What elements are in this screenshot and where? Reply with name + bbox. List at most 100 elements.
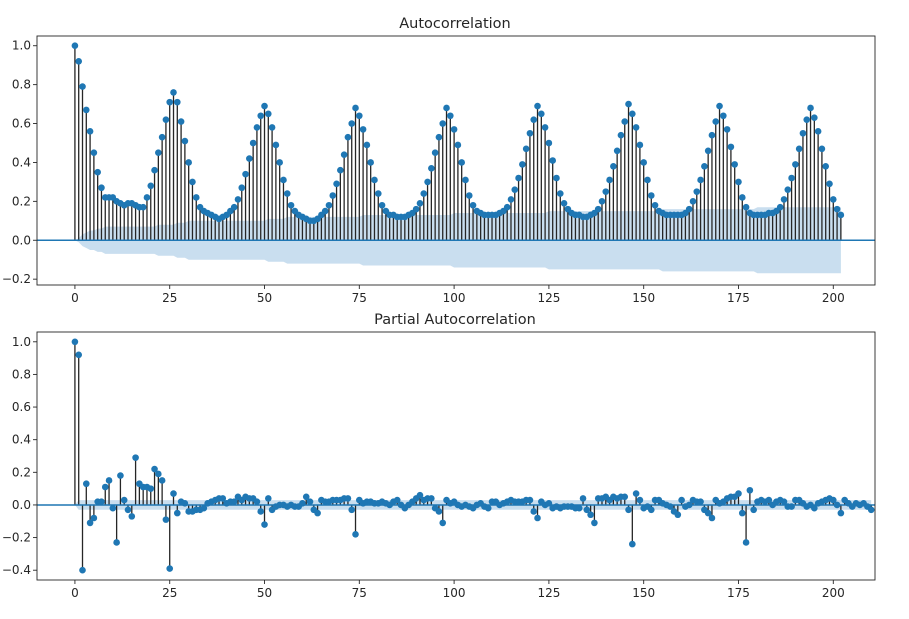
data-point [484,504,492,512]
data-point [234,196,242,203]
data-point [265,110,272,118]
data-point [447,112,454,120]
data-point [636,141,644,149]
data-point [534,514,541,522]
data-point [826,180,833,188]
data-point [151,465,158,473]
data-point [738,509,746,517]
data-point [378,201,386,209]
y-tick-label: 0.8 [12,367,31,381]
data-point [128,513,136,520]
data-point [469,201,477,209]
data-point [833,205,841,213]
data-point [439,519,447,527]
data-point [458,159,465,166]
data-point [367,159,374,166]
data-point [530,116,538,123]
data-point [79,566,86,574]
data-point [647,506,655,514]
data-point [155,149,162,157]
data-point [617,131,625,139]
data-point [575,504,583,512]
data-point [534,102,541,110]
data-point [697,498,704,505]
y-tick-label: 0.4 [12,433,31,447]
x-tick-label: 0 [71,586,79,600]
x-tick-label: 25 [162,291,177,305]
data-point [511,186,519,193]
data-point [340,151,348,158]
data-point [139,203,147,211]
data-point [591,519,598,527]
data-point [147,182,155,190]
data-point [268,124,276,131]
data-point [337,166,344,174]
data-point [79,83,86,90]
data-point [352,104,359,112]
data-point [287,201,295,209]
data-point [742,539,750,546]
data-point [329,192,337,199]
data-point [90,149,98,157]
data-point [166,565,174,572]
data-point [462,176,469,184]
data-point [811,114,818,122]
data-point [162,516,170,523]
data-point [75,351,83,359]
data-point [166,98,174,106]
data-point [833,501,841,509]
data-point [158,133,166,141]
data-point [867,506,875,514]
data-point [416,491,424,499]
data-point [265,495,272,502]
data-point [625,100,632,108]
data-point [344,495,352,502]
data-point [708,514,716,522]
data-point [359,126,367,133]
data-point [257,508,265,515]
data-point [727,143,735,151]
y-tick-label: 0.2 [12,465,31,479]
data-point [738,194,746,201]
data-point [701,163,708,170]
data-point [333,180,340,188]
data-point [621,493,629,501]
x-tick-label: 150 [632,291,655,305]
data-point [155,470,162,478]
data-point [90,514,98,522]
data-point [829,196,837,203]
data-point [428,495,435,502]
data-point [253,124,261,131]
data-point [283,190,291,197]
data-point [746,486,754,494]
data-point [230,203,238,211]
y-tick-label: 0.8 [12,78,31,92]
data-point [109,504,117,512]
data-point [560,199,568,207]
x-tick-label: 0 [71,291,79,305]
data-point [723,126,731,133]
data-point [731,161,739,168]
data-point [82,480,90,488]
data-point [784,186,792,193]
data-point [71,42,79,50]
data-point [435,133,443,141]
data-point [162,116,170,123]
data-point [780,196,788,203]
axes-frame [36,35,876,286]
data-point [712,118,720,125]
data-point [98,498,105,505]
data-point [647,192,655,199]
data-point [173,509,181,517]
data-point [147,485,155,492]
data-point [181,137,189,145]
data-point [765,496,773,504]
data-point [257,112,265,120]
y-tick-label: 1.0 [12,39,31,53]
data-point [246,155,253,162]
x-tick-label: 175 [727,291,750,305]
data-point [522,145,530,153]
data-point [120,496,128,504]
data-point [86,128,94,135]
data-point [101,483,109,491]
